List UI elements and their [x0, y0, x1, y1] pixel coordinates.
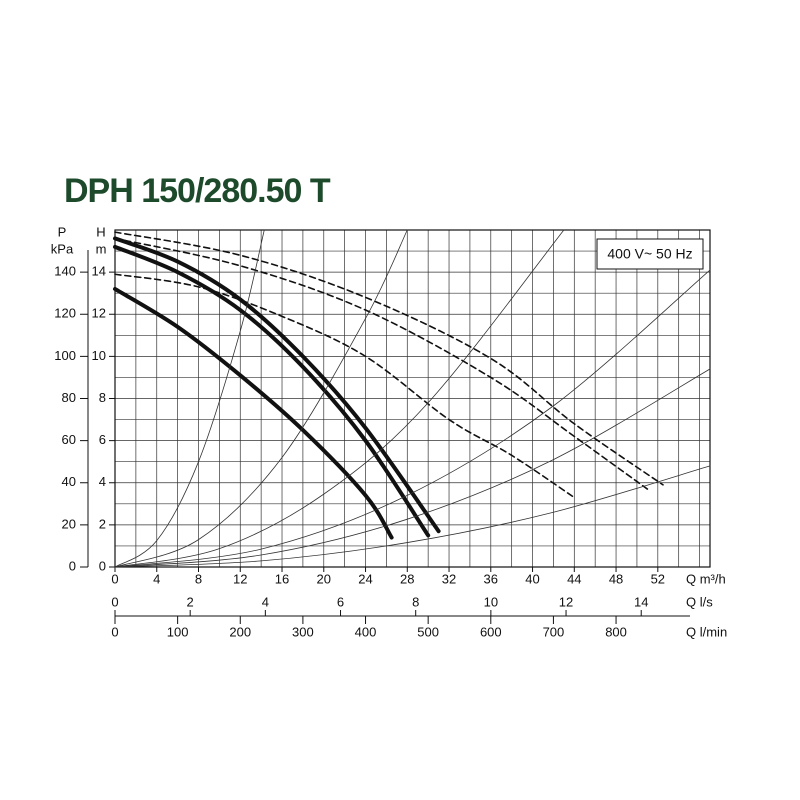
x-axis-label: Q m³/h — [686, 571, 726, 586]
x3-tick-label: 300 — [292, 624, 314, 639]
y2-axis-label: kPa — [51, 241, 74, 256]
y-tick-label: 10 — [92, 348, 106, 363]
x3-tick-label: 0 — [111, 624, 118, 639]
curve — [113, 286, 394, 540]
dashed-curve — [114, 231, 664, 486]
x-tick-label: 8 — [195, 571, 202, 586]
curve — [114, 269, 711, 568]
x-tick-label: 16 — [275, 571, 289, 586]
y2-tick-label: 100 — [54, 348, 76, 363]
x3-tick-label: 800 — [605, 624, 627, 639]
x-tick-label: 12 — [233, 571, 247, 586]
x-tick-label: 40 — [525, 571, 539, 586]
x-tick-label: 52 — [651, 571, 665, 586]
curve — [114, 368, 711, 568]
y-tick-label: 8 — [99, 390, 106, 405]
y-tick-label: 4 — [99, 474, 106, 489]
y-tick-label: 12 — [92, 306, 106, 321]
curve — [114, 229, 565, 568]
y2-tick-label: 80 — [62, 390, 76, 405]
curve — [114, 465, 711, 568]
x-tick-label: 32 — [442, 571, 456, 586]
y2-tick-label: 40 — [62, 474, 76, 489]
x3-axis-label: Q l/min — [686, 624, 727, 639]
curve — [113, 236, 441, 534]
x2-tick-label: 14 — [634, 594, 648, 609]
curve — [114, 229, 265, 568]
y2-tick-label: 120 — [54, 306, 76, 321]
x3-tick-label: 400 — [355, 624, 377, 639]
x-tick-label: 0 — [111, 571, 118, 586]
x2-tick-label: 2 — [187, 594, 194, 609]
x-tick-label: 28 — [400, 571, 414, 586]
plot-frame — [114, 229, 711, 568]
x-tick-label: 36 — [484, 571, 498, 586]
y-tick-label: 2 — [99, 516, 106, 531]
x3-tick-label: 700 — [543, 624, 565, 639]
annotation-box — [596, 238, 704, 270]
y2-tick-label: 140 — [54, 264, 76, 279]
x2-tick-label: 8 — [412, 594, 419, 609]
y2-tick-label: 0 — [69, 558, 76, 573]
x2-tick-label: 10 — [484, 594, 498, 609]
x2-tick-label: 12 — [559, 594, 573, 609]
x2-tick-label: 0 — [111, 594, 118, 609]
y2-tick-label: 20 — [62, 516, 76, 531]
x-tick-label: 20 — [317, 571, 331, 586]
dashed-curve — [114, 237, 649, 490]
x-tick-label: 24 — [358, 571, 372, 586]
x-tick-label: 44 — [567, 571, 581, 586]
x2-tick-label: 6 — [337, 594, 344, 609]
curve — [113, 244, 431, 538]
annotation: 400 V~ 50 Hz — [607, 246, 692, 262]
y-tick-label: 0 — [99, 558, 106, 573]
dashed-curve — [114, 273, 576, 499]
y-tick-label: 6 — [99, 432, 106, 447]
x3-tick-label: 200 — [229, 624, 251, 639]
x2-tick-label: 4 — [262, 594, 269, 609]
x2-axis-label: Q l/s — [686, 594, 713, 609]
y-axis-label: H — [96, 224, 105, 239]
x3-tick-label: 500 — [417, 624, 439, 639]
x3-tick-label: 100 — [167, 624, 189, 639]
x3-tick-label: 600 — [480, 624, 502, 639]
y2-axis-label: P — [58, 224, 67, 239]
y2-tick-label: 60 — [62, 432, 76, 447]
y-axis-label: m — [96, 241, 107, 256]
y-tick-label: 14 — [92, 264, 106, 279]
chart-title: DPH 150/280.50 T — [64, 172, 331, 210]
x-tick-label: 48 — [609, 571, 623, 586]
curve — [114, 229, 408, 568]
x-tick-label: 4 — [153, 571, 160, 586]
